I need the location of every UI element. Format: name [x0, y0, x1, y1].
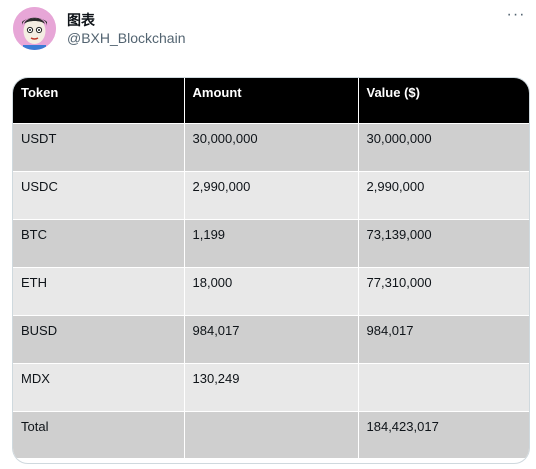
post-header: 图表 @BXH_Blockchain ··· — [0, 0, 536, 60]
display-name[interactable]: 图表 — [67, 12, 95, 28]
amount-cell: 18,000 — [184, 267, 359, 316]
total-amount-cell — [184, 411, 359, 459]
token-cell: BUSD — [13, 315, 185, 364]
value-cell: 984,017 — [358, 315, 529, 364]
avatar[interactable] — [13, 7, 56, 50]
table-image-card[interactable]: Token Amount Value ($) USDT 30,000,000 3… — [12, 77, 530, 464]
total-label-cell: Total — [13, 411, 185, 459]
token-table: Token Amount Value ($) USDT 30,000,000 3… — [13, 78, 529, 459]
table-row: USDC 2,990,000 2,990,000 — [13, 171, 529, 220]
value-cell: 2,990,000 — [358, 171, 529, 220]
value-cell: 77,310,000 — [358, 267, 529, 316]
column-header-value: Value ($) — [358, 78, 529, 124]
value-cell: 73,139,000 — [358, 219, 529, 268]
table-row: BUSD 984,017 984,017 — [13, 315, 529, 364]
table-header-row: Token Amount Value ($) — [13, 78, 529, 124]
token-cell: ETH — [13, 267, 185, 316]
ellipsis-icon[interactable]: ··· — [506, 6, 526, 23]
table-row: ETH 18,000 77,310,000 — [13, 267, 529, 316]
token-cell: MDX — [13, 363, 185, 412]
avatar-face-icon — [13, 7, 56, 50]
amount-cell: 130,249 — [184, 363, 359, 412]
amount-cell: 30,000,000 — [184, 123, 359, 172]
value-cell — [358, 363, 529, 412]
table-row: USDT 30,000,000 30,000,000 — [13, 123, 529, 172]
table-row: BTC 1,199 73,139,000 — [13, 219, 529, 268]
column-header-token: Token — [13, 78, 185, 124]
token-cell: BTC — [13, 219, 185, 268]
value-cell: 30,000,000 — [358, 123, 529, 172]
amount-cell: 1,199 — [184, 219, 359, 268]
user-handle[interactable]: @BXH_Blockchain — [67, 30, 186, 46]
total-value-cell: 184,423,017 — [358, 411, 529, 459]
column-header-amount: Amount — [184, 78, 359, 124]
amount-cell: 984,017 — [184, 315, 359, 364]
token-cell: USDC — [13, 171, 185, 220]
table-row: MDX 130,249 — [13, 363, 529, 412]
total-row: Total 184,423,017 — [13, 411, 529, 459]
amount-cell: 2,990,000 — [184, 171, 359, 220]
token-cell: USDT — [13, 123, 185, 172]
